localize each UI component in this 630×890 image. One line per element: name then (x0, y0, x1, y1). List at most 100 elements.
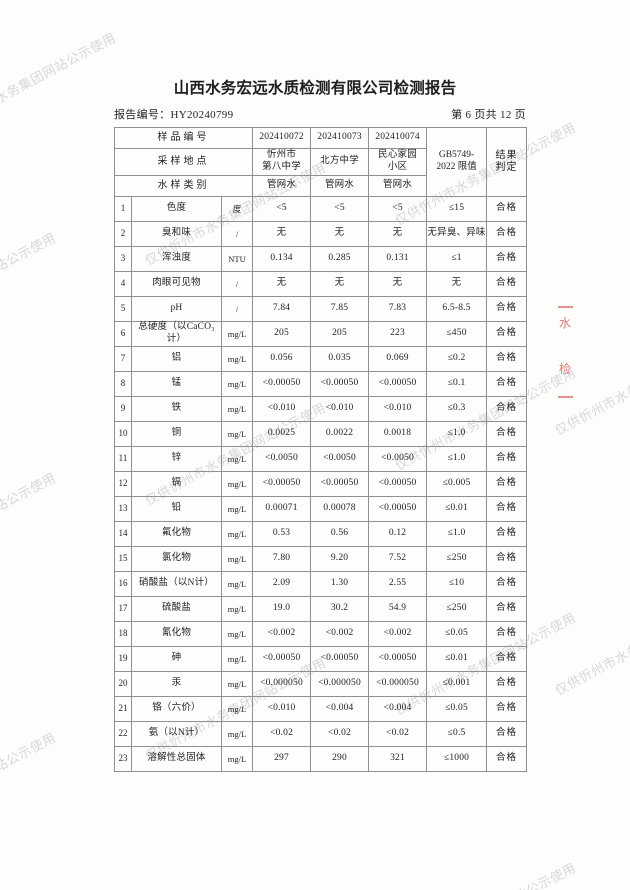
page-indicator: 第 6 页共 12 页 (451, 109, 526, 121)
row-index: 23 (114, 746, 132, 772)
table-row: 3 浑浊度 NTU 0.134 0.285 0.131 ≤1 合格 (114, 246, 528, 272)
row-item-name: 铁 (131, 396, 222, 422)
row-value-sample-3: <0.00050 (368, 371, 428, 397)
row-value-sample-3: <0.000050 (368, 671, 428, 697)
row-value-sample-2: 0.56 (310, 521, 370, 547)
row-value-sample-1: 无 (252, 271, 312, 297)
row-result: 合格 (486, 296, 528, 322)
header-sample-no-2: 202410073 (310, 127, 370, 149)
row-item-name: 总硬度（以CaCO₃计） (131, 321, 222, 347)
header-sampling-site-3-line1: 民心家园 (378, 150, 417, 161)
row-value-sample-3: 0.12 (368, 521, 428, 547)
row-index: 18 (114, 621, 132, 647)
table-row: 5 pH/7.84 7.85 7.83 6.5-8.5 合格 (114, 296, 528, 322)
row-result: 合格 (486, 246, 528, 272)
row-value-sample-2: <0.002 (310, 621, 370, 647)
row-item-name: 硝酸盐（以N计） (131, 571, 222, 597)
row-unit: mg/L (220, 496, 254, 522)
row-result: 合格 (486, 396, 528, 422)
table-row: 7 铝 mg/L 0.056 0.035 0.069 ≤0.2 合格 (114, 346, 528, 372)
row-result: 合格 (486, 221, 528, 247)
row-result: 合格 (486, 521, 528, 547)
row-item-name: 臭和味 (131, 221, 222, 247)
row-result: 合格 (486, 496, 528, 522)
row-value-sample-3: 223 (368, 321, 428, 347)
row-index: 12 (114, 471, 132, 497)
row-index: 7 (114, 346, 132, 372)
row-value-sample-1: <0.010 (252, 396, 312, 422)
row-value-sample-1: 7.80 (252, 546, 312, 572)
row-standard-limit: ≤0.5 (426, 721, 488, 747)
row-value-sample-1: <0.02 (252, 721, 312, 747)
row-value-sample-1: <0.0050 (252, 446, 312, 472)
row-unit: mg/L (220, 596, 254, 622)
row-value-sample-3: 321 (368, 746, 428, 772)
row-value-sample-3: <0.00050 (368, 496, 428, 522)
table-body: 1 色度度 <5 <5 <5 ≤15 合格 2 臭和味 / 无无无无异臭、异味 合格 3 浑浊度 NTU 0.… (114, 196, 528, 772)
row-item-name: pH (131, 296, 222, 322)
header-sampling-site-3: 民心家园 小区 (368, 148, 428, 176)
row-value-sample-3: <0.002 (368, 621, 428, 647)
row-unit: mg/L (220, 746, 254, 772)
row-value-sample-1: 0.056 (252, 346, 312, 372)
row-result: 合格 (486, 371, 528, 397)
row-index: 8 (114, 371, 132, 397)
row-value-sample-1: 19.0 (252, 596, 312, 622)
row-result: 合格 (486, 471, 528, 497)
header-sampling-site-1-line1: 忻州市 (266, 150, 297, 161)
row-item-name: 锰 (131, 371, 222, 397)
row-standard-limit: ≤10 (426, 571, 488, 597)
header-sample-no-1: 202410072 (252, 127, 312, 149)
row-item-name: 浑浊度 (131, 246, 222, 272)
row-value-sample-3: <0.02 (368, 721, 428, 747)
row-unit: mg/L (220, 446, 254, 472)
row-index: 5 (114, 296, 132, 322)
row-standard-limit: ≤0.01 (426, 496, 488, 522)
row-value-sample-3: 7.83 (368, 296, 428, 322)
row-value-sample-2: <0.02 (310, 721, 370, 747)
row-unit: mg/L (220, 521, 254, 547)
row-index: 19 (114, 646, 132, 672)
water-quality-table: 样品编号 202410072 202410073 202410074 GB574… (113, 127, 528, 772)
row-unit: mg/L (220, 421, 254, 447)
row-index: 9 (114, 396, 132, 422)
table-row: 16 硝酸盐（以N计） mg/L 2.09 1.30 2.55 ≤10 合格 (114, 571, 528, 597)
row-standard-limit: ≤450 (426, 321, 488, 347)
row-standard-limit: ≤250 (426, 596, 488, 622)
row-index: 14 (114, 521, 132, 547)
row-value-sample-1: 297 (252, 746, 312, 772)
row-value-sample-3: 0.131 (368, 246, 428, 272)
row-result: 合格 (486, 271, 528, 297)
table-row: 23 溶解性总固体 mg/L 297 290 321 ≤1000 合格 (114, 746, 528, 772)
header-result-judgement: 结果 判定 (486, 127, 528, 197)
row-result: 合格 (486, 621, 528, 647)
row-index: 20 (114, 671, 132, 697)
row-unit: mg/L (220, 571, 254, 597)
row-value-sample-1: <5 (252, 196, 312, 222)
row-unit: mg/L (220, 371, 254, 397)
row-standard-limit: ≤0.05 (426, 621, 488, 647)
row-standard-limit: ≤1000 (426, 746, 488, 772)
row-value-sample-2: 9.20 (310, 546, 370, 572)
row-standard-limit: ≤250 (426, 546, 488, 572)
header-result-line1: 结果 (495, 149, 518, 161)
row-unit: mg/L (220, 646, 254, 672)
header-row-water-type: 水样类别 管网水 管网水 管网水 (113, 175, 527, 197)
row-index: 6 (114, 321, 132, 347)
table-row: 20 汞 mg/L <0.000050 <0.000050 <0.000050 ≤0.001… (114, 671, 528, 697)
row-value-sample-3: <0.00050 (368, 646, 428, 672)
row-result: 合格 (486, 196, 528, 222)
header-row-sampling-site: 采样地点 忻州市 第八中学 北方中学 民心家园 小区 (113, 148, 527, 176)
table-row: 13 铅 mg/L 0.00071 0.00078 <0.00050 ≤0.01 合格 (114, 496, 528, 522)
row-index: 2 (114, 221, 132, 247)
row-value-sample-2: 205 (310, 321, 370, 347)
row-item-name: 色度 (131, 196, 222, 222)
row-standard-limit: ≤0.05 (426, 696, 488, 722)
row-value-sample-2: 无 (310, 271, 370, 297)
row-value-sample-3: 0.069 (368, 346, 428, 372)
row-value-sample-1: 7.84 (252, 296, 312, 322)
row-unit: mg/L (220, 546, 254, 572)
row-result: 合格 (486, 571, 528, 597)
row-item-name: 氨（以N计） (131, 721, 222, 747)
